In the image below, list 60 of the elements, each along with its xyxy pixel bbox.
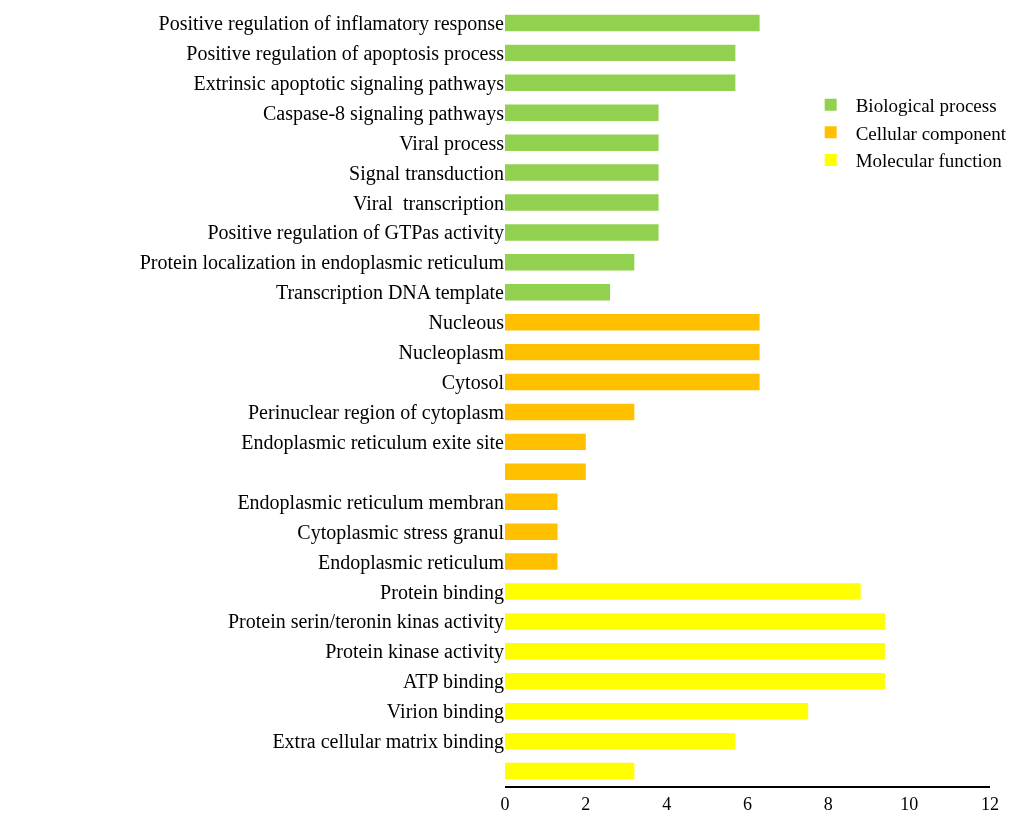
legend-label: Biological process [855, 95, 997, 117]
y-tick-label: Positive regulation of apoptosis process [186, 41, 505, 65]
y-tick-label: Endoplasmic reticulum membran [237, 490, 504, 514]
bar [505, 134, 659, 151]
bar [505, 702, 809, 720]
x-tick-label: 10 [900, 793, 919, 814]
bar [505, 74, 736, 92]
y-tick-label: Positive regulation of inflamatory response [158, 11, 505, 35]
y-tick-label: Viral process [399, 131, 505, 155]
y-tick-label: Protein kinase activity [325, 640, 504, 664]
x-tick-label: 2 [581, 793, 591, 814]
bar [505, 343, 760, 361]
y-tick-label: Endoplasmic reticulum exite site [241, 430, 505, 454]
y-tick-label: Cytoplasmic stress granul [297, 520, 505, 544]
y-tick-label: Virion binding [386, 700, 504, 724]
x-tick-label: 4 [662, 793, 672, 814]
x-tick-label: 12 [981, 793, 999, 814]
y-tick-label: ATP binding [403, 670, 504, 694]
bar [505, 254, 635, 271]
bar [505, 373, 760, 391]
x-tick-label: 6 [743, 793, 752, 814]
bar [505, 403, 635, 421]
x-tick-label: 0 [500, 793, 510, 814]
y-tick-label: Nucleoplasm [398, 341, 505, 365]
legend-label: Molecular function [855, 150, 1003, 172]
bar [505, 164, 659, 181]
y-tick-label: Caspase-8 signaling pathways [262, 101, 505, 125]
x-tick-label: 8 [823, 793, 833, 814]
y-tick-label: Cytosol [441, 371, 505, 395]
bar [505, 583, 861, 600]
bar [505, 762, 635, 780]
bar [505, 44, 736, 62]
y-tick-label: Viral transcription [353, 191, 504, 215]
y-tick-label: Protein serin/teronin kinas activity [227, 610, 504, 634]
bar [505, 732, 736, 750]
bar [505, 493, 558, 510]
y-tick-label: Endoplasmic reticulum [317, 550, 505, 574]
y-tick-label: Signal transduction [349, 161, 504, 185]
legend-label: Cellular component [855, 122, 1007, 144]
y-tick-label: Transcription DNA template [275, 281, 505, 305]
bar [505, 613, 885, 630]
bar [505, 194, 659, 211]
y-tick-label: Extrinsic apoptotic signaling pathways [193, 71, 505, 95]
bar [505, 463, 586, 481]
y-tick-label: Extra cellular matrix binding [272, 730, 504, 754]
bar [505, 553, 558, 570]
bar [505, 104, 659, 121]
bar [505, 284, 611, 301]
bar [505, 523, 558, 540]
bar [505, 673, 885, 690]
bar [505, 224, 659, 241]
bar [505, 643, 885, 660]
y-tick-label: Nucleous [428, 311, 505, 334]
bar [505, 433, 586, 451]
y-tick-label: Positive regulation of GTPas activity [207, 221, 504, 245]
bar [505, 313, 760, 331]
y-tick-label: Protein localization in endoplasmic reticulum [139, 251, 505, 275]
y-tick-label: Perinuclear region of cytoplasm [247, 400, 505, 424]
y-tick-label: Protein binding [380, 580, 504, 604]
bar [505, 14, 760, 32]
